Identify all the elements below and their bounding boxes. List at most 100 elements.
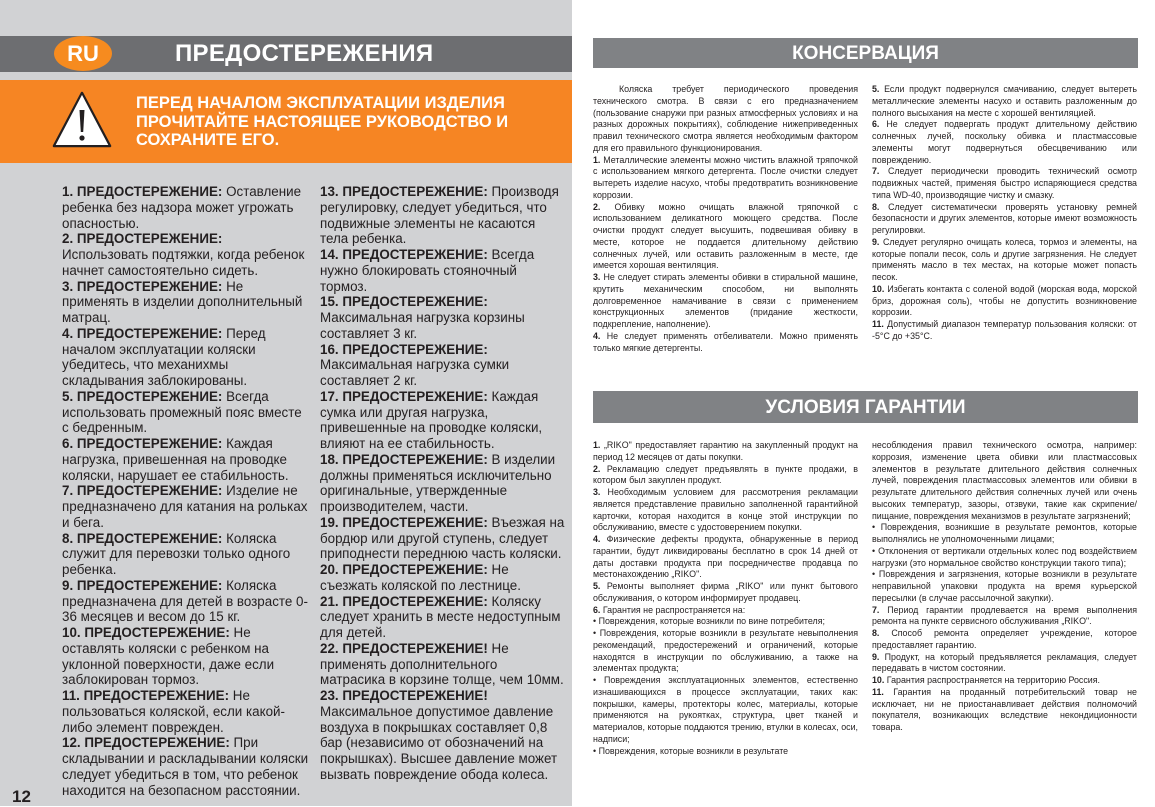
warning-label: 16. ПРЕДОСТЕРЕЖЕНИЕ: — [320, 341, 488, 357]
item-number: 4. — [593, 534, 601, 544]
conservation-paragraph: 1. Металлические элементы можно чистить … — [593, 155, 858, 202]
warning-label: 6. ПРЕДОСТЕРЕЖЕНИЕ: — [62, 436, 223, 451]
warranty-paragraph: 6. Гарантия не распространяется на: — [593, 605, 858, 617]
item-text: • Отклонения от вертикали отдельных коле… — [872, 545, 1137, 568]
item-text: Продукт, на который предъявляется реклам… — [872, 651, 1137, 674]
item-text: • Повреждения эксплуатационных элементов… — [593, 675, 858, 744]
item-number: 5. — [593, 581, 601, 591]
warranty-paragraph: несоблюдения правил технического осмотра… — [872, 440, 1137, 522]
warranty-paragraph: • Повреждения, которые возникли в резуль… — [593, 746, 858, 758]
conservation-paragraph: 2. Обивку можно очищать влажной тряпочко… — [593, 202, 858, 273]
item-text: Коляска требует периодического проведени… — [593, 84, 858, 153]
item-number: 5. — [872, 84, 880, 94]
warning-label: 12. ПРЕДОСТЕРЕЖЕНИЕ: — [62, 735, 230, 751]
conservation-paragraph: 3. Не следует стирать элементы обивки в … — [593, 272, 858, 331]
warranty-paragraph: 8. Способ ремонта определяет учреждение,… — [872, 628, 1137, 652]
item-text: Гарантия распространяется на территорию … — [884, 675, 1101, 685]
warning-label: 11. ПРЕДОСТЕРЕЖЕНИЕ: — [62, 688, 230, 703]
warning-text: Максимальное допустимое давление воздуха… — [320, 703, 558, 782]
warning-label: 13. ПРЕДОСТЕРЕЖЕНИЕ: — [320, 184, 488, 199]
item-text: Гарантия не распространяется на: — [600, 604, 746, 615]
warning-text: Въезжая на бордюр или другой ступень, сл… — [320, 514, 565, 562]
item-number: 1. — [593, 440, 601, 450]
item-number: 7. — [872, 604, 880, 615]
warning-text: Максимальная нагрузка сумки составляет 2… — [320, 357, 510, 388]
item-number: 3. — [593, 487, 601, 497]
warning-label: 22. ПРЕДОСТЕРЕЖЕНИЕ! — [320, 640, 488, 656]
warning-text: Коляска служит для перевозки только одно… — [62, 530, 291, 578]
item-number: 6. — [872, 119, 880, 130]
warning-item: 18. ПРЕДОСТЕРЕЖЕНИЕ: В изделии должны пр… — [320, 452, 565, 515]
warning-item: 22. ПРЕДОСТЕРЕЖЕНИЕ! Не применять дополн… — [320, 641, 565, 688]
warning-label: 21. ПРЕДОСТЕРЕЖЕНИЕ: — [320, 593, 488, 609]
item-number: 7. — [872, 166, 880, 177]
conservation-paragraph: 11. Допустимый диапазон температур польз… — [872, 319, 1137, 343]
warning-item: 23. ПРЕДОСТЕРЕЖЕНИЕ! Максимальное допуст… — [320, 688, 565, 783]
warning-label: 17. ПРЕДОСТЕРЕЖЕНИЕ: — [320, 388, 488, 404]
warning-text: Каждая сумка или другая нагрузка, привеш… — [320, 388, 543, 451]
item-text: • Повреждения, которые возникли по вине … — [593, 616, 825, 627]
item-text: Ремонты выполняет фирма „RIKO" или пункт… — [593, 581, 858, 603]
right-page: КОНСЕРВАЦИЯ Коляска требует периодическо… — [572, 0, 1155, 806]
item-number: 11. — [872, 686, 884, 697]
warning-text: Не съезжать коляской по лестнице. — [320, 562, 521, 593]
warning-label: 3. ПРЕДОСТЕРЕЖЕНИЕ: — [62, 278, 223, 294]
warranty-paragraph: 2. Рекламацию следует предъявлять в пунк… — [593, 464, 858, 488]
item-text: • Повреждения, которые возникли в резуль… — [593, 628, 858, 674]
item-text: • Повреждения и загрязнения, которые воз… — [872, 569, 1137, 603]
item-number: 8. — [872, 201, 880, 212]
warning-label: 1. ПРЕДОСТЕРЕЖЕНИЕ: — [62, 184, 223, 199]
warning-text: Всегда нужно блокировать стояночный торм… — [320, 247, 535, 294]
item-text: Обивку можно очищать влажной тряпочкой с… — [593, 201, 858, 271]
item-text: Избегать контакта с соленой водой (морск… — [872, 283, 1137, 318]
warranty-heading: УСЛОВИЯ ГАРАНТИИ — [593, 391, 1138, 423]
warning-item: 10. ПРЕДОСТЕРЕЖЕНИЕ: Не оставлять коляск… — [62, 625, 312, 688]
warning-label: 18. ПРЕДОСТЕРЕЖЕНИЕ: — [320, 451, 488, 467]
item-text: Следует периодически проводить техническ… — [872, 166, 1137, 200]
notice-text: ПЕРЕД НАЧАЛОМ ЭКСПЛУАТАЦИИ ИЗДЕЛИЯ ПРОЧИ… — [136, 94, 509, 149]
warning-text: Не применять дополнительного матрасика в… — [320, 640, 564, 688]
item-text: Рекламацию следует предъявлять в пункте … — [593, 463, 858, 486]
item-number: 9. — [872, 236, 880, 247]
warning-label: 23. ПРЕДОСТЕРЕЖЕНИЕ! — [320, 688, 488, 703]
warning-item: 3. ПРЕДОСТЕРЕЖЕНИЕ: Не применять в издел… — [62, 279, 312, 326]
warning-item: 14. ПРЕДОСТЕРЕЖЕНИЕ: Всегда нужно блокир… — [320, 247, 565, 294]
warranty-paragraph: 1. „RIKO" предоставляет гарантию на заку… — [593, 440, 858, 464]
warranty-column-1: 1. „RIKO" предоставляет гарантию на заку… — [593, 440, 858, 757]
warning-label: 15. ПРЕДОСТЕРЕЖЕНИЕ: — [320, 294, 488, 310]
warranty-paragraph: 11. Гарантия на проданный потребительски… — [872, 687, 1137, 734]
item-text: • Повреждения, возникшие в результате ре… — [872, 522, 1137, 544]
warning-text: При складывании и раскладывании коляски … — [62, 735, 309, 798]
warranty-paragraph: • Отклонения от вертикали отдельных коле… — [872, 546, 1137, 570]
warning-label: 9. ПРЕДОСТЕРЕЖЕНИЕ: — [62, 577, 223, 593]
left-page: RU ПРЕДОСТЕРЕЖЕНИЯ ПЕРЕД НАЧАЛОМ ЭКСПЛУА… — [0, 0, 572, 806]
warning-triangle-icon — [52, 91, 112, 148]
warning-text: Каждая нагрузка, привешенная на проводке… — [62, 436, 289, 483]
warning-item: 5. ПРЕДОСТЕРЕЖЕНИЕ: Всегда использовать … — [62, 389, 312, 436]
item-text: Необходимым условием для рассмотрения ре… — [593, 487, 858, 533]
item-text: Следует систематически проверять установ… — [872, 201, 1137, 236]
warranty-paragraph: 7. Период гарантии продлевается на время… — [872, 605, 1137, 629]
warning-text: Использовать подтяжки, когда ребенок нач… — [62, 247, 305, 278]
conservation-heading: КОНСЕРВАЦИЯ — [593, 38, 1138, 68]
warning-text: Всегда использовать промежный пояс вмест… — [62, 388, 302, 436]
warranty-paragraph: • Повреждения эксплуатационных элементов… — [593, 675, 858, 746]
warning-item: 13. ПРЕДОСТЕРЕЖЕНИЕ: Производя регулиров… — [320, 184, 565, 247]
warnings-column-2: 13. ПРЕДОСТЕРЕЖЕНИЕ: Производя регулиров… — [320, 184, 565, 783]
warning-item: 1. ПРЕДОСТЕРЕЖЕНИЕ: Оставление ребенка б… — [62, 184, 312, 231]
warning-item: 9. ПРЕДОСТЕРЕЖЕНИЕ: Коляска предназначен… — [62, 578, 312, 625]
item-text: несоблюдения правил технического осмотра… — [872, 440, 1137, 521]
warranty-paragraph: • Повреждения, возникшие в результате ре… — [872, 522, 1137, 546]
conservation-paragraph: 9. Следует регулярно очищать колеса, тор… — [872, 237, 1137, 284]
warranty-paragraph: 9. Продукт, на который предъявляется рек… — [872, 652, 1137, 676]
conservation-paragraph: Коляска требует периодического проведени… — [593, 84, 858, 155]
warning-item: 6. ПРЕДОСТЕРЕЖЕНИЕ: Каждая нагрузка, при… — [62, 436, 312, 483]
warning-text: Перед началом эксплуатации коляски убеди… — [62, 325, 266, 388]
warning-label: 14. ПРЕДОСТЕРЕЖЕНИЕ: — [320, 247, 488, 262]
warning-item: 15. ПРЕДОСТЕРЕЖЕНИЕ: Максимальная нагруз… — [320, 294, 565, 341]
warranty-paragraph: 5. Ремонты выполняет фирма „RIKO" или пу… — [593, 581, 858, 605]
item-text: Не следует применять отбеливатели. Можно… — [593, 330, 858, 353]
warning-label: 19. ПРЕДОСТЕРЕЖЕНИЕ: — [320, 514, 488, 530]
page-number: 12 — [12, 787, 31, 806]
warning-item: 8. ПРЕДОСТЕРЕЖЕНИЕ: Коляска служит для п… — [62, 531, 312, 578]
